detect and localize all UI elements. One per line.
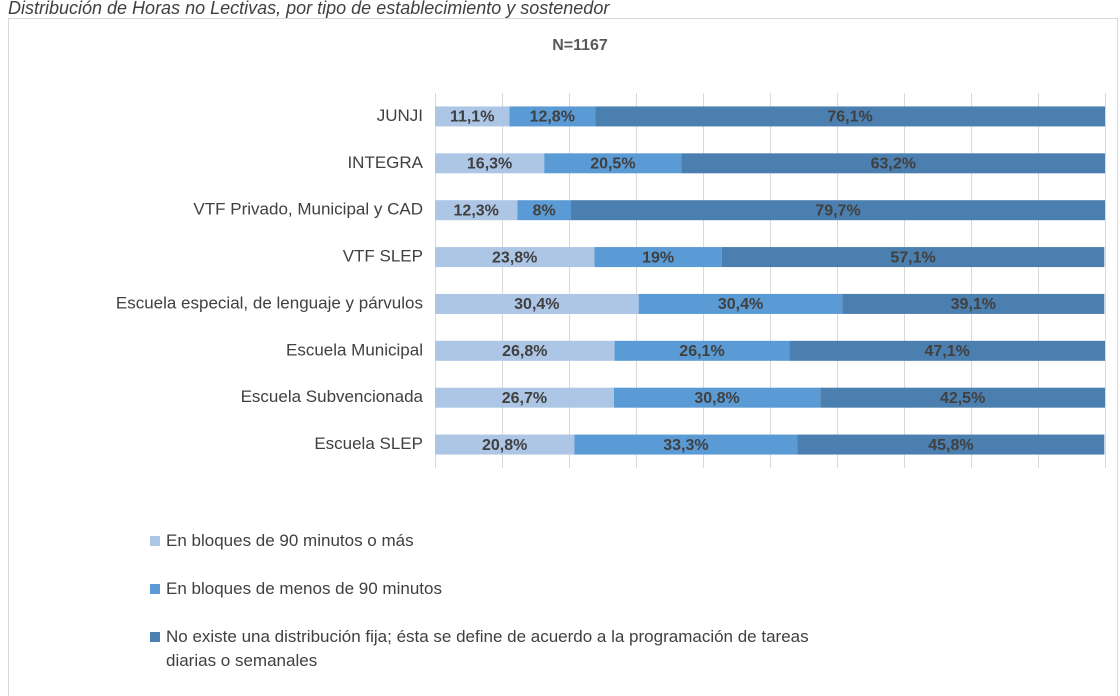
legend-swatch [150, 632, 160, 642]
legend-item: En bloques de 90 minutos o más [150, 529, 830, 553]
bar-segment [574, 434, 798, 455]
data-label: 20,8% [482, 437, 527, 454]
data-label: 12,8% [530, 109, 575, 126]
data-label: 63,2% [871, 156, 916, 173]
legend-label: En bloques de menos de 90 minutos [166, 579, 442, 598]
y-tick-label: Escuela Subvencionada [241, 387, 424, 406]
bar-segment [435, 434, 575, 455]
data-label: 45,8% [928, 437, 973, 454]
bar-segment [842, 293, 1105, 314]
bar-segment [435, 247, 595, 268]
bar-segment [435, 340, 615, 361]
y-tick-label: VTF SLEP [343, 247, 423, 266]
bar-segment [613, 387, 821, 408]
legend-label: No existe una distribución fija; ésta se… [166, 627, 809, 670]
bar-segment [594, 247, 722, 268]
data-label: 16,3% [467, 156, 512, 173]
data-label: 57,1% [890, 249, 935, 266]
bar-segment [435, 293, 639, 314]
bar-segment [509, 106, 596, 127]
bar-segment [517, 200, 572, 221]
chart-title: Distribución de Horas no Lectivas, por t… [8, 0, 610, 18]
bar-segment [544, 153, 682, 174]
legend-item: No existe una distribución fija; ésta se… [150, 625, 830, 673]
data-label: 26,1% [679, 343, 724, 360]
legend-label: En bloques de 90 minutos o más [166, 531, 414, 550]
bar-segment [638, 293, 843, 314]
y-tick-label: Escuela especial, de lenguaje y párvulos [116, 293, 423, 312]
data-label: 30,4% [718, 296, 763, 313]
bar-segment [595, 106, 1105, 127]
legend-item: En bloques de menos de 90 minutos [150, 577, 830, 601]
data-label: 12,3% [454, 202, 499, 219]
data-label: 42,5% [940, 390, 985, 407]
legend-swatch [150, 536, 160, 546]
bar-segment [571, 200, 1105, 221]
data-label: 19% [642, 249, 674, 266]
bar-segment [435, 153, 545, 174]
y-tick-label: JUNJI [377, 106, 423, 125]
data-label: 26,8% [502, 343, 547, 360]
data-label: 33,3% [663, 437, 708, 454]
bar-segment [789, 340, 1105, 361]
data-label: 30,8% [694, 390, 739, 407]
bar-segment [820, 387, 1105, 408]
data-label: 76,1% [827, 109, 872, 126]
bar-segment [435, 200, 518, 221]
bar-segment [797, 434, 1105, 455]
data-label: 23,8% [492, 249, 537, 266]
bar-segment [435, 387, 614, 408]
chart-frame [8, 18, 1118, 696]
y-tick-label: Escuela SLEP [314, 434, 423, 453]
bar-segment [435, 106, 510, 127]
bar-segment [721, 247, 1105, 268]
y-tick-label: VTF Privado, Municipal y CAD [193, 200, 423, 219]
legend-swatch [150, 584, 160, 594]
data-label: 47,1% [925, 343, 970, 360]
data-label: 26,7% [502, 390, 547, 407]
y-tick-label: INTEGRA [347, 153, 423, 172]
chart-subtitle: N=1167 [552, 37, 608, 54]
data-label: 20,5% [590, 156, 635, 173]
data-label: 8% [533, 202, 556, 219]
y-tick-label: Escuela Municipal [286, 340, 423, 359]
data-label: 11,1% [450, 109, 494, 126]
data-label: 39,1% [951, 296, 996, 313]
data-label: 79,7% [815, 202, 860, 219]
bar-segment [681, 153, 1105, 174]
data-label: 30,4% [514, 296, 559, 313]
bar-segment [614, 340, 790, 361]
